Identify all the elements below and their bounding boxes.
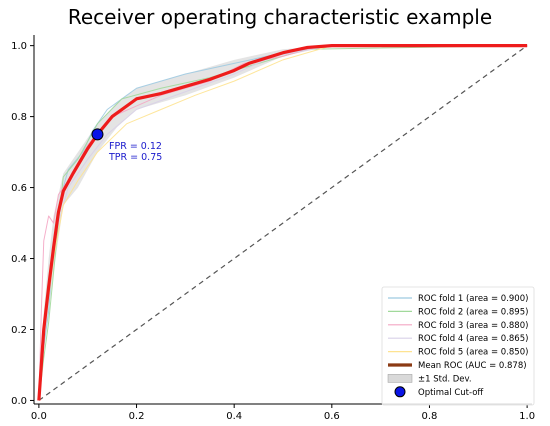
legend-label: ROC fold 3 (area = 0.880) <box>418 321 528 331</box>
legend-label: ROC fold 5 (area = 0.850) <box>418 348 528 358</box>
x-tick-label: 0.4 <box>226 411 242 422</box>
plot-area <box>37 44 528 401</box>
x-tick-label: 1.0 <box>519 411 535 422</box>
legend: ROC fold 1 (area = 0.900) ROC fold 2 (are… <box>381 286 535 406</box>
chart-title: Receiver operating characteristic exampl… <box>68 5 492 29</box>
mean-roc-line <box>37 44 528 401</box>
x-tick-label: 0.0 <box>31 411 47 422</box>
legend-swatch <box>387 374 413 383</box>
legend-frame <box>381 286 535 406</box>
roc-fold-3-line <box>38 45 528 401</box>
y-tick-label: 1.0 <box>11 41 27 52</box>
legend-label: Optimal Cut-off <box>418 388 484 398</box>
optimal-point-annotation: FPR = 0.12 TPR = 0.75 <box>108 141 162 163</box>
y-tick-label: 0.6 <box>11 183 27 194</box>
optimal-cutoff-point <box>91 128 104 141</box>
legend-label: ROC fold 2 (area = 0.895) <box>418 307 528 317</box>
x-tick-label: 0.2 <box>129 411 145 422</box>
legend-label: Mean ROC (AUC = 0.878) <box>418 361 527 371</box>
legend-label: ROC fold 4 (area = 0.865) <box>418 334 528 344</box>
chance-diagonal <box>38 45 528 401</box>
y-tick-label: 0.2 <box>11 325 27 336</box>
legend-label: ±1 Std. Dev. <box>418 374 472 384</box>
x-tick-label: 0.6 <box>324 411 340 422</box>
axes: 0.0 0.2 0.4 0.6 0.8 1.0 0.0 0.2 0.4 0.6 0.8 1.0 <box>11 35 535 422</box>
y-tick-label: 0.8 <box>11 112 27 123</box>
y-tick-label: 0.0 <box>11 396 27 407</box>
annotation-fpr: FPR = 0.12 <box>109 141 162 152</box>
x-tick-label: 0.8 <box>422 411 438 422</box>
annotation-tpr: TPR = 0.75 <box>108 152 162 163</box>
legend-label: ROC fold 1 (area = 0.900) <box>418 294 528 304</box>
legend-swatch <box>394 386 406 398</box>
y-tick-label: 0.4 <box>11 254 27 265</box>
